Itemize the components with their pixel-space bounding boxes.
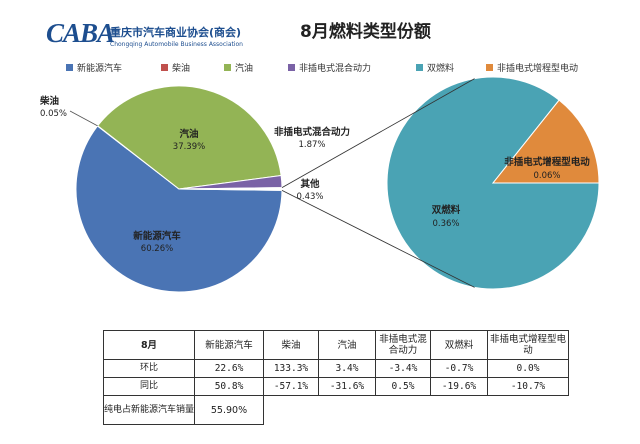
legend-item-nev: 新能源汽车 (66, 61, 122, 74)
table-header-col: 新能源汽车 (194, 330, 264, 360)
legend-swatch-erev (486, 64, 493, 71)
logo-org-name: 重庆市汽车商业协会(商会) (110, 26, 242, 39)
legend-swatch-dual-fuel (416, 64, 423, 71)
chart-legend: 新能源汽车 柴油 汽油 非插电式混合动力 双燃料 非插电式增程型电动 (0, 61, 640, 75)
slice-label: 其他 (300, 178, 320, 190)
table-cell: 0.0% (487, 359, 569, 378)
table-cell: -57.1% (263, 377, 319, 396)
table-footer-row: 纯电占新能源汽车销量 55.90% (103, 395, 569, 425)
slice-value-label-secondary: 0.36% (432, 219, 459, 229)
table-cell: -19.6% (430, 377, 488, 396)
logo-org-name-en: Chongqing Automobile Business Associatio… (110, 41, 243, 48)
legend-label-gasoline: 汽油 (235, 64, 254, 74)
comparison-table: 8月 新能源汽车 柴油 汽油 非插电式混合动力 双燃料 非插电式增程型电动 环比… (103, 330, 569, 425)
table-header-col: 柴油 (263, 330, 319, 360)
table-header-col: 双燃料 (430, 330, 488, 360)
table-cell: 50.8% (194, 377, 264, 396)
table-row-label: 环比 (103, 359, 195, 378)
pie-slice-0 (75, 125, 283, 293)
table-row-label: 同比 (103, 377, 195, 396)
slice-label: 新能源汽车 (133, 230, 181, 242)
table-header-period: 8月 (103, 330, 195, 360)
pie-of-pie-chart: 新能源汽车 60.26% 柴油 0.05% 汽油 37.39% 非插电式混合动力 1.87% 其… (39, 76, 600, 293)
legend-label-erev: 非插电式增程型电动 (497, 64, 579, 74)
legend-swatch-hybrid (288, 64, 295, 71)
legend-item-hybrid: 非插电式混合动力 (288, 61, 371, 74)
table-header-col: 非插电式增程型电动 (487, 330, 569, 360)
pie-slice-4 (178, 187, 283, 191)
slice-value-label: 37.39% (173, 142, 205, 152)
slice-label-secondary: 非插电式增程型电动 (504, 156, 590, 168)
table-row: 同比 50.8% -57.1% -31.6% 0.5% -19.6% -10.7… (103, 377, 569, 396)
table-cell: -31.6% (318, 377, 376, 396)
legend-swatch-nev (66, 64, 73, 71)
table-cell: 3.4% (318, 359, 376, 378)
legend-label-hybrid: 非插电式混合动力 (299, 64, 372, 74)
legend-item-dual-fuel: 双燃料 (416, 61, 454, 74)
table-footer-label: 纯电占新能源汽车销量 (103, 395, 195, 425)
table-cell: 22.6% (194, 359, 264, 378)
legend-swatch-diesel (161, 64, 168, 71)
legend-label-diesel: 柴油 (172, 64, 191, 74)
slice-label: 汽油 (179, 128, 198, 140)
slice-value-label-secondary: 0.06% (533, 171, 560, 181)
slice-value-label: 0.43% (296, 192, 323, 202)
table-row: 环比 22.6% 133.3% 3.4% -3.4% -0.7% 0.0% (103, 359, 569, 378)
logo: CABA 重庆市汽车商业协会(商会) Chongqing Automobile … (46, 18, 286, 58)
connector-line-top (281, 78, 475, 188)
pie-slice-secondary-1 (491, 99, 600, 184)
slice-label: 非插电式混合动力 (274, 126, 350, 138)
legend-label-dual-fuel: 双燃料 (427, 64, 455, 74)
legend-item-diesel: 柴油 (161, 61, 190, 74)
legend-swatch-gasoline (224, 64, 231, 71)
table-header-row: 8月 新能源汽车 柴油 汽油 非插电式混合动力 双燃料 非插电式增程型电动 (103, 330, 569, 360)
table-footer-value: 55.90% (194, 395, 264, 425)
slice-value-label: 1.87% (298, 140, 325, 150)
legend-item-gasoline: 汽油 (224, 61, 253, 74)
table-cell: -0.7% (430, 359, 488, 378)
table-cell: 0.5% (375, 377, 431, 396)
table-cell: -10.7% (487, 377, 569, 396)
table-header-col: 非插电式混合动力 (375, 330, 431, 360)
slice-value-label: 0.05% (40, 109, 67, 119)
table-cell: 133.3% (263, 359, 319, 378)
logo-mark: CABA (46, 18, 115, 48)
connector-line-bottom (281, 190, 475, 288)
slice-label: 柴油 (39, 95, 59, 107)
pie-slice-2 (97, 85, 282, 190)
leader-line-diesel (69, 110, 98, 127)
chart-title: 8月燃料类型份额 (300, 22, 431, 42)
legend-label-nev: 新能源汽车 (77, 64, 123, 74)
slice-value-label: 60.26% (141, 244, 173, 254)
table-cell: -3.4% (375, 359, 431, 378)
legend-item-erev: 非插电式增程型电动 (486, 61, 578, 74)
table-header-col: 汽油 (318, 330, 376, 360)
slice-label-secondary: 双燃料 (431, 204, 461, 216)
